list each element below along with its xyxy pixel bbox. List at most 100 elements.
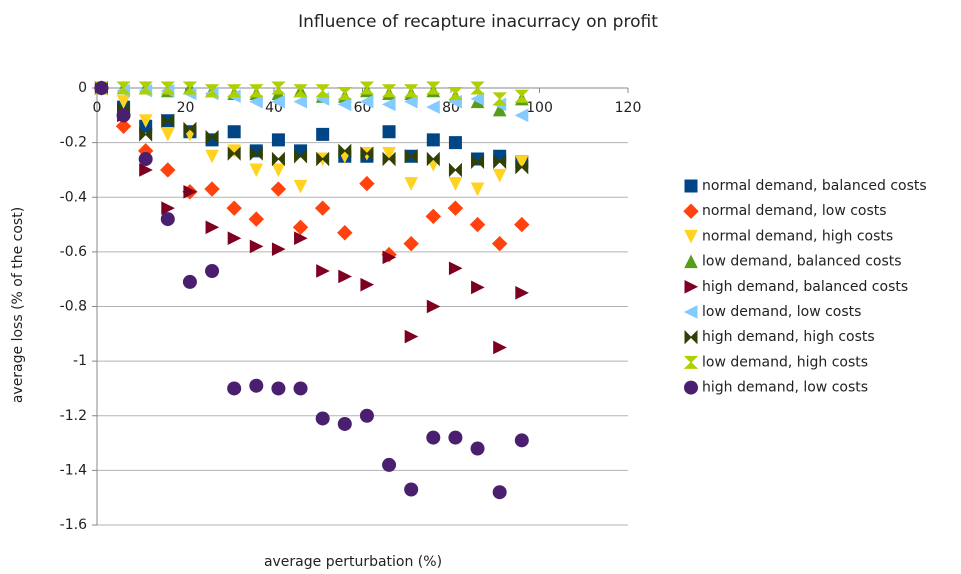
x-tick-label: 0 <box>93 100 102 116</box>
data-point <box>514 433 529 448</box>
data-point <box>227 146 241 161</box>
data-point <box>293 381 308 396</box>
data-point <box>160 81 176 95</box>
data-point <box>271 81 286 95</box>
data-point <box>404 482 419 497</box>
data-point <box>138 81 153 95</box>
y-tick-label: -0.4 <box>60 189 87 205</box>
data-point <box>182 274 197 289</box>
data-point <box>227 125 241 139</box>
data-point <box>359 81 375 95</box>
y-tick-label: -0.8 <box>60 299 87 315</box>
legend-label: high demand, high costs <box>702 329 875 345</box>
data-point <box>404 94 418 109</box>
data-point <box>493 340 507 355</box>
data-point <box>381 97 396 112</box>
data-point <box>337 86 353 100</box>
data-point <box>226 200 242 216</box>
data-point <box>314 200 331 216</box>
data-point <box>426 133 440 147</box>
x-axis-label: average perturbation (%) <box>264 554 442 570</box>
data-point <box>293 84 308 98</box>
data-point <box>271 151 285 167</box>
data-point <box>271 94 285 109</box>
data-point <box>381 84 397 98</box>
data-point <box>426 151 440 167</box>
data-point <box>382 250 397 265</box>
data-point <box>448 261 463 276</box>
data-point <box>293 179 308 194</box>
data-point <box>116 81 131 95</box>
data-point <box>469 216 486 233</box>
y-tick-label: -0.6 <box>60 244 87 260</box>
data-point <box>470 81 485 95</box>
data-point <box>492 102 507 117</box>
y-tick-label: -1.4 <box>60 462 87 478</box>
data-point <box>249 163 264 178</box>
data-point <box>316 151 330 167</box>
data-point <box>249 146 263 161</box>
x-tick-label: 100 <box>526 100 553 116</box>
data-point <box>338 143 352 159</box>
data-point <box>138 114 153 128</box>
data-point <box>447 200 464 216</box>
data-point <box>294 231 308 246</box>
y-tick-label: 0 <box>78 80 87 96</box>
y-tick-label: -1 <box>73 353 87 369</box>
data-point <box>514 108 529 123</box>
data-point <box>360 146 374 161</box>
data-point <box>248 211 265 227</box>
data-point <box>139 127 153 142</box>
data-point <box>403 235 419 252</box>
data-point <box>470 441 485 456</box>
data-point <box>205 149 219 164</box>
data-point <box>470 182 485 197</box>
data-point <box>183 184 198 199</box>
data-point <box>471 154 485 169</box>
legend-label: high demand, low costs <box>702 380 868 396</box>
data-point <box>426 430 441 445</box>
data-point <box>249 84 264 98</box>
data-point <box>404 149 418 164</box>
x-tick-label: 20 <box>177 100 195 116</box>
data-point <box>448 177 463 191</box>
data-point <box>270 181 287 197</box>
data-point <box>337 225 353 241</box>
legend-label: low demand, low costs <box>702 304 861 320</box>
data-point <box>316 264 330 278</box>
data-point <box>426 299 441 314</box>
data-point <box>492 92 507 106</box>
data-point <box>227 231 242 246</box>
data-point <box>491 235 508 252</box>
data-point <box>138 152 153 167</box>
data-point <box>315 84 330 98</box>
data-point <box>204 181 220 197</box>
data-point <box>204 84 220 98</box>
data-point <box>382 151 396 167</box>
legend-label: low demand, balanced costs <box>702 254 902 270</box>
data-point <box>293 94 308 109</box>
data-point <box>205 263 220 278</box>
legend-marker <box>683 203 699 219</box>
legend-label: low demand, high costs <box>702 354 868 370</box>
data-point <box>337 416 352 431</box>
legend-marker <box>684 254 698 269</box>
data-point <box>470 92 485 106</box>
legend-marker <box>684 229 698 244</box>
data-point <box>515 286 529 300</box>
data-point <box>315 411 330 426</box>
data-point <box>226 84 242 98</box>
data-point <box>492 485 507 500</box>
data-point <box>359 408 374 423</box>
data-point <box>493 154 507 169</box>
data-point <box>492 168 507 183</box>
data-point <box>227 381 242 396</box>
data-point <box>115 118 132 134</box>
data-point <box>382 147 396 161</box>
data-point <box>94 81 109 95</box>
data-point <box>205 129 219 145</box>
data-point <box>382 457 397 472</box>
data-point <box>514 216 530 233</box>
data-point <box>403 84 419 98</box>
